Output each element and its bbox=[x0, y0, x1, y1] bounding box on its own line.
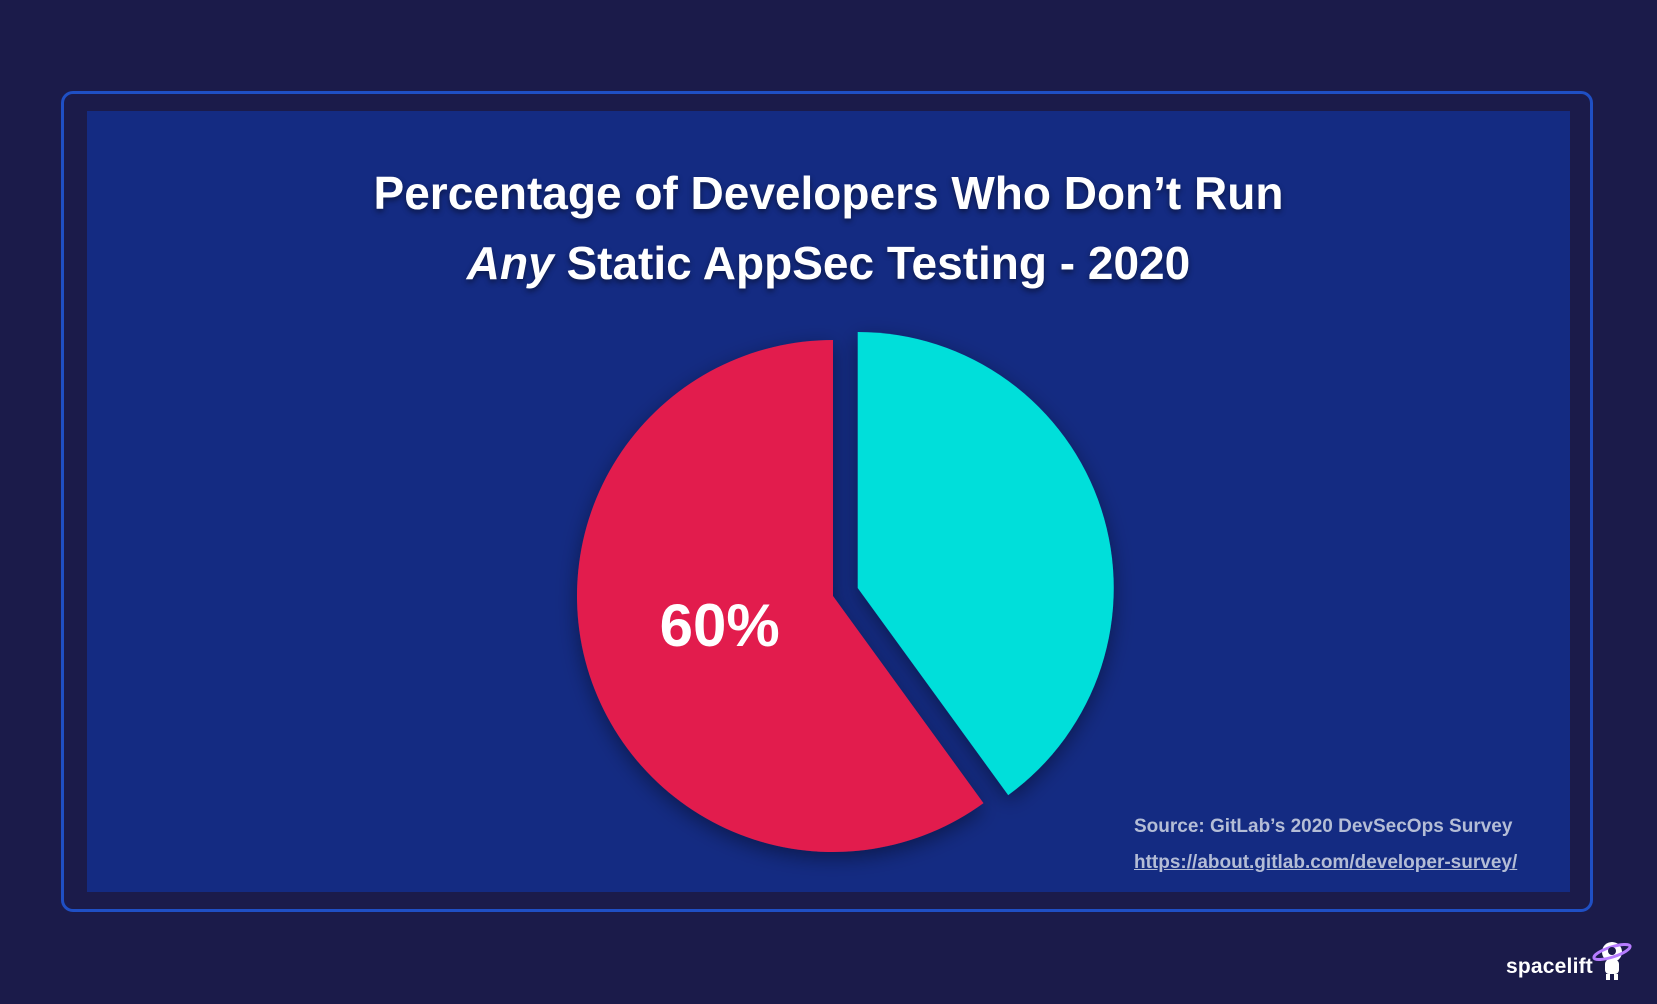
outer-frame bbox=[61, 91, 1593, 912]
title-emphasis: Any bbox=[466, 237, 554, 289]
title-line-1: Percentage of Developers Who Don’t Run bbox=[373, 167, 1284, 219]
astronaut-planet-icon bbox=[1592, 942, 1632, 980]
brand-logo-text: spacelift bbox=[1506, 955, 1593, 978]
pie-data-label-0: 60% bbox=[660, 592, 780, 659]
pie-slice-0 bbox=[577, 340, 984, 853]
source-link[interactable]: https://about.gitlab.com/developer-surve… bbox=[1134, 852, 1518, 873]
title-line-2: Any Static AppSec Testing - 2020 bbox=[0, 228, 1657, 298]
pie-slices bbox=[577, 331, 1114, 853]
source-citation: Source: GitLab’s 2020 DevSecOps Survey bbox=[1134, 816, 1513, 837]
pie-slice-1 bbox=[857, 331, 1114, 796]
pie-data-labels: 60% bbox=[660, 592, 780, 659]
chart-title: Percentage of Developers Who Don’t Run A… bbox=[0, 158, 1657, 298]
title-line-2-rest: Static AppSec Testing - 2020 bbox=[553, 237, 1191, 289]
